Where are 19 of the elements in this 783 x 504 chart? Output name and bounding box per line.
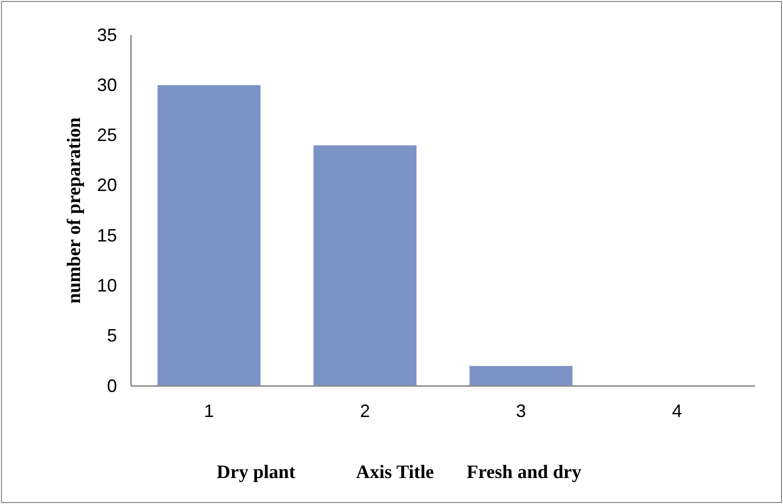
x-axis-title: Axis Title bbox=[356, 462, 434, 483]
y-tick-label: 30 bbox=[96, 74, 117, 95]
x-tick-label: 4 bbox=[672, 400, 682, 421]
bar bbox=[314, 145, 416, 386]
y-tick-label: 25 bbox=[96, 125, 117, 146]
text: Dry plant bbox=[216, 462, 296, 483]
x-tick-label: 1 bbox=[204, 400, 214, 421]
y-tick-label: 35 bbox=[96, 24, 117, 45]
bar bbox=[158, 85, 260, 386]
y-tick-label: 15 bbox=[96, 225, 117, 246]
y-tick-label: 20 bbox=[96, 175, 117, 196]
text: Fresh and dry bbox=[466, 462, 582, 483]
x-tick-label: 3 bbox=[516, 400, 526, 421]
y-axis-title: number of preparation bbox=[64, 116, 85, 304]
bar bbox=[470, 366, 572, 386]
y-tick-label: 0 bbox=[106, 376, 117, 396]
y-tick-label: 10 bbox=[96, 275, 117, 296]
x-tick-label: 2 bbox=[360, 400, 370, 421]
y-tick-label: 5 bbox=[106, 326, 117, 346]
